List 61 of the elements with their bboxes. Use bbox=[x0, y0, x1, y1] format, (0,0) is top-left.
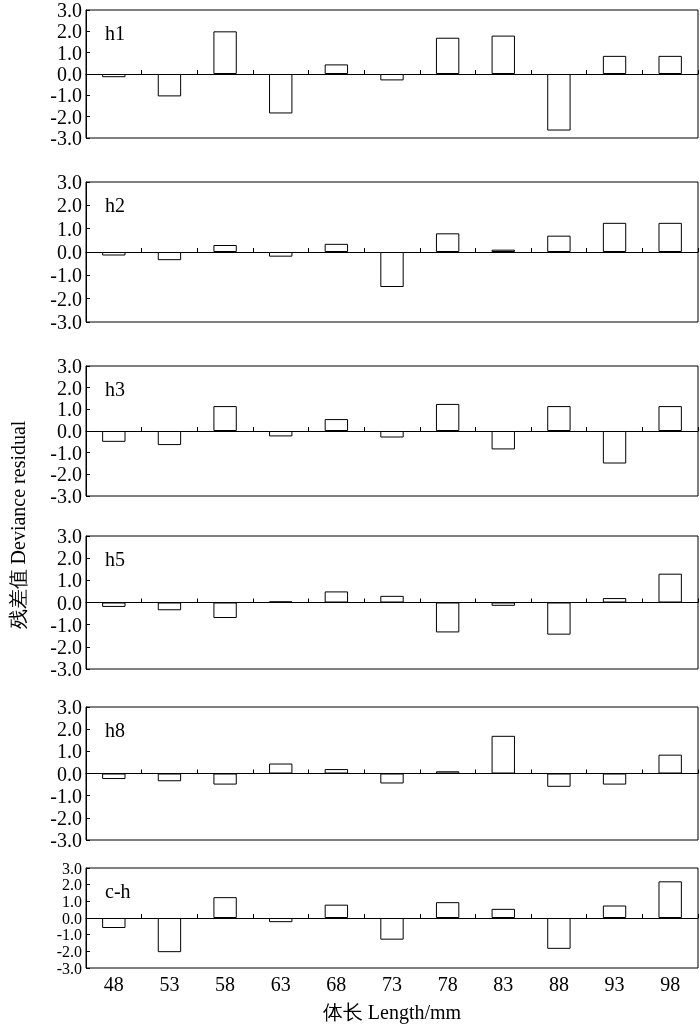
text: h3 bbox=[105, 378, 125, 400]
x-tick-label: 93 bbox=[604, 973, 625, 995]
y-tick-label: -3.0 bbox=[50, 127, 82, 149]
y-tick-label: 3.0 bbox=[57, 0, 82, 21]
y-tick-label: -2.0 bbox=[50, 463, 82, 486]
y-tick-label: -2.0 bbox=[50, 806, 82, 829]
y-tick-label: 3.0 bbox=[57, 171, 82, 193]
y-tick-label: 1.0 bbox=[57, 217, 82, 240]
text: h1 bbox=[105, 22, 125, 44]
y-tick-label: -1.0 bbox=[50, 441, 82, 464]
y-tick-label: 0.0 bbox=[62, 909, 82, 927]
text: h5 bbox=[105, 548, 125, 570]
y-tick-label: -1.0 bbox=[50, 613, 82, 636]
text: h2 bbox=[105, 194, 125, 216]
y-tick-label: 3.0 bbox=[62, 859, 82, 877]
x-tick-label: 63 bbox=[270, 973, 291, 995]
y-tick-label: -3.0 bbox=[56, 959, 82, 977]
y-tick-label: -1.0 bbox=[50, 784, 82, 807]
y-tick-label: 2.0 bbox=[57, 718, 82, 741]
x-tick-label: 88 bbox=[548, 973, 569, 995]
y-tick-label: 2.0 bbox=[57, 547, 82, 570]
x-tick-label: 78 bbox=[437, 973, 458, 995]
y-tick-label: -3.0 bbox=[50, 829, 82, 851]
y-tick-label: -2.0 bbox=[50, 287, 82, 310]
y-tick-label: 1.0 bbox=[57, 740, 82, 763]
y-tick-label: 0.0 bbox=[57, 241, 82, 263]
x-tick-label: 98 bbox=[660, 973, 681, 995]
y-tick-label: -2.0 bbox=[50, 105, 82, 128]
y-tick-label: -2.0 bbox=[50, 635, 82, 658]
y-tick-label: -3.0 bbox=[50, 485, 82, 507]
y-tick-label: 0.0 bbox=[57, 591, 82, 614]
y-tick-label: 1.0 bbox=[57, 398, 82, 421]
y-tick-label: 3.0 bbox=[57, 696, 82, 718]
y-tick-label: -1.0 bbox=[50, 264, 82, 287]
x-tick-label: 73 bbox=[382, 973, 402, 995]
y-tick-label: 2.0 bbox=[62, 876, 82, 894]
text: c-h bbox=[105, 880, 131, 902]
x-tick-label: 83 bbox=[493, 973, 514, 995]
x-axis-title: 体长 Length/mm bbox=[322, 1001, 462, 1024]
y-tick-label: 1.0 bbox=[62, 892, 82, 910]
y-tick-label: 0.0 bbox=[57, 63, 82, 85]
y-tick-label: -1.0 bbox=[50, 84, 82, 107]
y-tick-label: -1.0 bbox=[56, 926, 82, 944]
x-tick-label: 53 bbox=[159, 973, 180, 995]
y-tick-label: -2.0 bbox=[56, 942, 82, 960]
x-tick-label: 68 bbox=[326, 973, 347, 995]
y-tick-label: 2.0 bbox=[57, 376, 82, 399]
y-tick-label: -3.0 bbox=[50, 311, 82, 333]
x-tick-label: 58 bbox=[215, 973, 236, 995]
y-tick-label: 3.0 bbox=[57, 355, 82, 377]
y-tick-label: 3.0 bbox=[57, 525, 82, 547]
y-tick-label: 2.0 bbox=[57, 194, 82, 217]
y-tick-label: 2.0 bbox=[57, 20, 82, 43]
y-tick-label: 1.0 bbox=[57, 569, 82, 592]
x-tick-label: 48 bbox=[103, 973, 124, 995]
y-axis-title: 残差值 Deviance residual bbox=[5, 420, 30, 630]
y-tick-label: -3.0 bbox=[50, 658, 82, 680]
text: h8 bbox=[105, 719, 125, 741]
y-tick-label: 0.0 bbox=[57, 420, 82, 442]
y-tick-label: 1.0 bbox=[57, 41, 82, 64]
y-tick-label: 0.0 bbox=[57, 762, 82, 785]
